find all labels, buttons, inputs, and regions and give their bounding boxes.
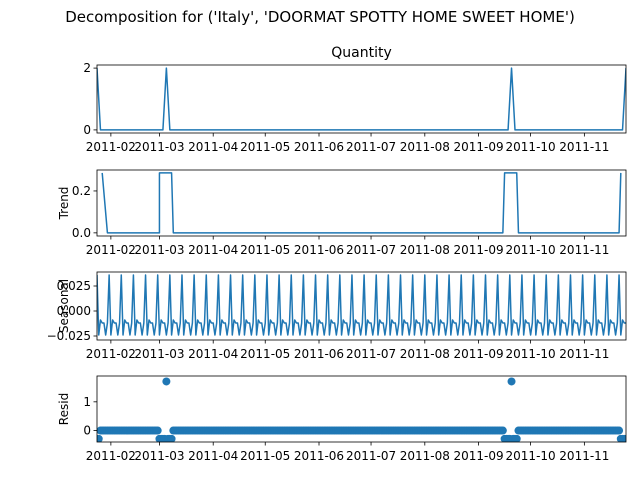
axes-frame <box>96 375 627 443</box>
y-tick-label: 0.025 <box>57 279 91 293</box>
y-tick-label: 0.0 <box>72 226 91 240</box>
x-tick-label: 2011-02 <box>86 243 136 257</box>
x-tick-label: 2011-04 <box>188 347 238 361</box>
x-tick-label: 2011-11 <box>559 140 609 154</box>
x-tick-label: 2011-06 <box>294 449 344 463</box>
x-tick-label: 2011-03 <box>134 140 184 154</box>
x-tick-label: 2011-07 <box>346 449 396 463</box>
x-tick-label: 2011-05 <box>240 243 290 257</box>
y-tick-label: −0.025 <box>47 329 91 343</box>
x-tick-label: 2011-03 <box>134 243 184 257</box>
data-marks <box>97 67 626 131</box>
x-tick-label: 2011-04 <box>188 140 238 154</box>
x-tick-label: 2011-06 <box>294 347 344 361</box>
resid-point <box>498 426 507 435</box>
x-tick-label: 2011-05 <box>240 140 290 154</box>
y-axis-label: Seasonal <box>57 279 71 333</box>
resid-point <box>167 434 176 442</box>
y-tick-label: 0.000 <box>57 304 91 318</box>
series-line <box>97 67 626 131</box>
series-line <box>97 274 626 336</box>
resid-point <box>622 434 626 442</box>
resid-point <box>153 426 162 435</box>
x-tick-label: 2011-02 <box>86 140 136 154</box>
x-tick-label: 2011-10 <box>506 449 556 463</box>
x-tick-label: 2011-09 <box>454 347 504 361</box>
x-tick-label: 2011-10 <box>506 347 556 361</box>
resid-point <box>615 426 624 435</box>
y-axis-label: Resid <box>57 393 71 425</box>
x-tick-label: 2011-03 <box>134 347 184 361</box>
x-tick-label: 2011-04 <box>188 243 238 257</box>
axes-frame <box>96 64 627 134</box>
x-tick-label: 2011-03 <box>134 449 184 463</box>
series-line <box>101 172 622 234</box>
y-tick-label: 1 <box>83 395 91 409</box>
x-tick-label: 2011-07 <box>346 140 396 154</box>
data-marks <box>101 172 622 234</box>
x-tick-label: 2011-06 <box>294 140 344 154</box>
x-tick-label: 2011-09 <box>454 243 504 257</box>
panel-title: Quantity <box>331 45 392 61</box>
x-tick-label: 2011-09 <box>454 449 504 463</box>
y-tick-label: 0 <box>83 123 91 137</box>
resid-point <box>162 377 171 386</box>
x-tick-label: 2011-02 <box>86 449 136 463</box>
x-tick-label: 2011-11 <box>559 243 609 257</box>
x-tick-label: 2011-11 <box>559 347 609 361</box>
x-tick-label: 2011-05 <box>240 449 290 463</box>
x-tick-label: 2011-07 <box>346 347 396 361</box>
x-tick-label: 2011-08 <box>400 449 450 463</box>
x-tick-label: 2011-11 <box>559 449 609 463</box>
x-tick-label: 2011-09 <box>454 140 504 154</box>
x-tick-label: 2011-04 <box>188 449 238 463</box>
resid-point <box>512 434 521 442</box>
x-tick-label: 2011-06 <box>294 243 344 257</box>
x-tick-label: 2011-10 <box>506 140 556 154</box>
y-tick-label: 0 <box>83 424 91 438</box>
resid-point <box>97 434 103 442</box>
x-tick-label: 2011-10 <box>506 243 556 257</box>
x-tick-label: 2011-02 <box>86 347 136 361</box>
x-tick-label: 2011-08 <box>400 243 450 257</box>
axes-frame <box>96 169 627 237</box>
y-axis-label: Trend <box>57 187 71 221</box>
resid-point <box>507 377 516 386</box>
x-tick-label: 2011-07 <box>346 243 396 257</box>
x-tick-label: 2011-08 <box>400 140 450 154</box>
y-tick-label: 2 <box>83 61 91 75</box>
data-marks <box>97 274 626 336</box>
y-tick-label: 0.2 <box>72 184 91 198</box>
data-marks <box>97 377 626 442</box>
x-tick-label: 2011-08 <box>400 347 450 361</box>
x-tick-label: 2011-05 <box>240 347 290 361</box>
figure-suptitle: Decomposition for ('Italy', 'DOORMAT SPO… <box>65 8 575 26</box>
axes-frame <box>96 271 627 341</box>
